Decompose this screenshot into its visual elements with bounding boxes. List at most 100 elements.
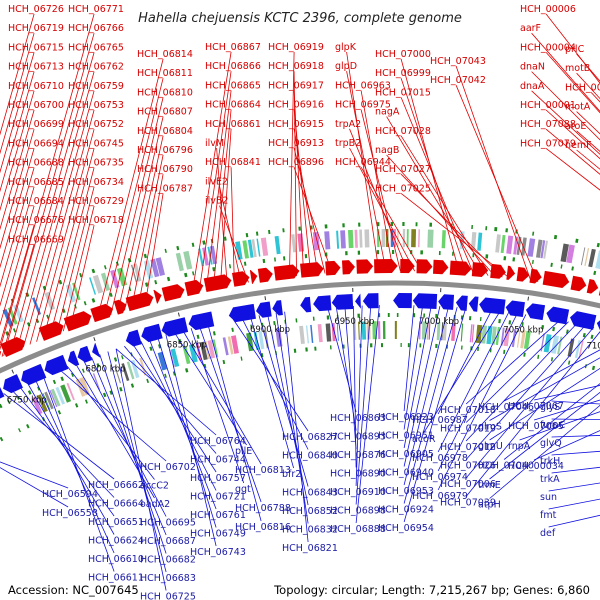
reverse-gene (570, 311, 597, 330)
top-gene-label: HCH_06700 (8, 100, 64, 111)
bottom-gene-label: glmU (478, 441, 503, 452)
cog-marker-mid (512, 257, 516, 262)
top-gene-label: HCH_06710 (8, 81, 64, 92)
cog-forward-band (427, 229, 434, 248)
cog-marker-outer (191, 242, 195, 247)
cog-reverse-band (523, 330, 531, 350)
top-gene-label: HCH_06759 (68, 81, 124, 92)
cog-forward-band (251, 239, 257, 258)
cog-forward-band (540, 240, 546, 259)
bottom-gene-label: HCH_06905 (378, 449, 434, 460)
top-gene-label: glpK (335, 42, 357, 53)
top-callout-line (0, 205, 35, 327)
cog-reverse-band (310, 324, 314, 343)
bottom-callout-line (26, 382, 115, 535)
bottom-callout-line (148, 338, 217, 510)
top-callout-line (219, 205, 249, 283)
bottom-gene-label: HCH_06749 (190, 529, 246, 540)
top-callout-line (293, 167, 333, 274)
top-gene-label: HCH_06669 (8, 234, 64, 245)
cog-marker-mid (166, 276, 171, 282)
bottom-callout-line (403, 305, 424, 430)
cog-forward-band (477, 232, 483, 251)
top-gene-label: ilvE2 (205, 176, 228, 187)
cog-forward-band (130, 264, 138, 283)
cog-reverse-band (325, 323, 332, 342)
top-callout-line (0, 71, 35, 193)
cog-forward-band (470, 232, 477, 251)
bottom-callout-line (465, 321, 569, 423)
top-gene-label: hemF (565, 140, 592, 151)
bottom-callout-line (437, 311, 510, 453)
bottom-callout-line (140, 341, 217, 491)
cog-reverse-band (358, 321, 360, 340)
cog-forward-band (500, 234, 506, 254)
cog-reverse-band (50, 388, 61, 407)
top-callout-line (22, 90, 95, 348)
cog-forward-band (347, 229, 354, 249)
bottom-gene-label: oadA2 (140, 499, 170, 510)
top-callout-line (0, 33, 35, 155)
top-gene-label: HCH_06918 (268, 61, 324, 72)
cog-forward-band (595, 250, 600, 269)
reverse-gene (331, 293, 354, 310)
forward-gene (184, 279, 204, 297)
cog-forward-band (198, 248, 204, 267)
top-gene-label: HCH_06688 (8, 158, 64, 169)
cog-marker-inner (60, 376, 65, 382)
reverse-gene (255, 301, 272, 318)
top-gene-label: HCH_06807 (137, 107, 193, 118)
cog-marker-mid (212, 266, 216, 272)
bottom-gene-label: HCH_06624 (88, 536, 144, 547)
bottom-gene-label: def (540, 528, 556, 539)
bottom-gene-label: HCH_06764 (190, 436, 246, 447)
cog-reverse-band (331, 323, 336, 342)
bottom-gene-label: HCH_07039 (440, 498, 496, 509)
bottom-gene-label: HCH_06840 (282, 451, 338, 462)
bottom-gene-label: fmt (540, 510, 557, 521)
top-gene-label: trpA2 (335, 119, 361, 130)
cog-forward-band (506, 235, 514, 254)
bottom-callout-line (327, 307, 357, 413)
cog-forward-band (527, 238, 536, 257)
top-gene-label: ilvB2 (205, 196, 228, 207)
top-gene-label: dnaA (520, 81, 545, 92)
bottom-gene-label: HCH_06558 (42, 508, 98, 519)
cog-marker-outer (58, 279, 63, 285)
cog-marker-outer (202, 240, 206, 245)
cog-reverse-band (520, 330, 526, 349)
bottom-gene-label: HCH_06702 (140, 462, 196, 473)
top-gene-label: HCH_07027 (375, 164, 431, 175)
cog-forward-band (175, 252, 184, 272)
top-callout-line (293, 90, 305, 276)
bottom-gene-label: HCH_06821 (282, 543, 338, 554)
cog-marker-inner (121, 355, 124, 360)
bottom-callout-line (190, 328, 245, 484)
tick-label: 6900 kbp (250, 325, 290, 335)
top-callout-line (400, 97, 475, 275)
cog-marker-inner (541, 325, 545, 330)
map-title: Hahella chejuensis KCTC 2396, complete g… (138, 11, 462, 26)
bottom-callout-line (83, 359, 167, 517)
top-gene-label: HCH_07079 (520, 138, 576, 149)
cog-marker-innermost (550, 357, 554, 362)
cog-forward-band (418, 229, 420, 248)
bottom-callout-line (465, 319, 561, 405)
top-callout-line (42, 148, 95, 340)
bottom-gene-label: ggt (235, 484, 251, 495)
top-gene-label: HCH_06919 (268, 42, 324, 53)
top-gene-label: HCH_00006 (520, 4, 576, 15)
bottom-gene-label: HCH_06594 (42, 489, 98, 500)
genome-summary: Topology: circular; Length: 7,215,267 bp… (274, 583, 590, 597)
top-gene-label: HCH_06766 (68, 23, 124, 34)
top-callout-line (349, 128, 408, 272)
forward-gene (570, 275, 587, 292)
cog-forward-band (588, 248, 596, 268)
bottom-gene-label: glyQ (540, 438, 562, 449)
cog-marker-mid (485, 254, 489, 259)
cog-reverse-band (491, 326, 497, 345)
cog-forward-band (381, 229, 386, 248)
cog-marker-mid (283, 256, 286, 261)
accession-label: Accession: NC_007645 (8, 583, 139, 597)
cog-forward-band (207, 246, 213, 265)
